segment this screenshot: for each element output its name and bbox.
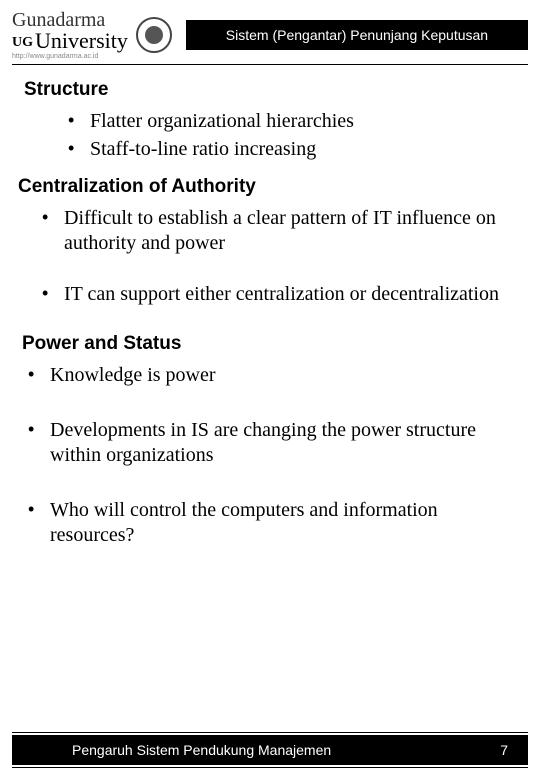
list-item: Staff-to-line ratio increasing	[68, 137, 506, 162]
university-seal-icon	[136, 17, 172, 53]
slide-title-bar: Sistem (Pengantar) Penunjang Keputusan	[186, 20, 528, 50]
section-title-centralization: Centralization of Authority	[18, 176, 506, 198]
logo-name-bottom: UGUniversity	[12, 30, 128, 52]
section-title-power: Power and Status	[22, 333, 506, 355]
university-logo: Gunadarma UGUniversity http://www.gunada…	[12, 10, 128, 60]
list-item: Difficult to establish a clear pattern o…	[42, 206, 506, 256]
bullet-list-power: Knowledge is power Developments in IS ar…	[28, 363, 506, 548]
footer-divider-top	[12, 732, 528, 733]
list-item: Knowledge is power	[28, 363, 506, 388]
list-item: Who will control the computers and infor…	[28, 498, 506, 548]
section-title-structure: Structure	[24, 79, 506, 101]
list-item: Developments in IS are changing the powe…	[28, 418, 506, 468]
bullet-list-centralization: Difficult to establish a clear pattern o…	[42, 206, 506, 307]
logo-name-top: Gunadarma	[12, 10, 128, 30]
footer-text: Pengaruh Sistem Pendukung Manajemen	[72, 742, 331, 758]
list-item: Flatter organizational hierarchies	[68, 109, 506, 134]
slide-footer: Pengaruh Sistem Pendukung Manajemen 7	[12, 732, 528, 768]
footer-bar: Pengaruh Sistem Pendukung Manajemen 7	[12, 735, 528, 765]
page-number: 7	[500, 742, 508, 758]
logo-url: http://www.gunadarma.ac.id	[12, 53, 128, 60]
footer-divider-bottom	[12, 767, 528, 768]
bullet-list-structure: Flatter organizational hierarchies Staff…	[68, 109, 506, 162]
slide-header: Gunadarma UGUniversity http://www.gunada…	[0, 0, 540, 60]
list-item: IT can support either centralization or …	[42, 282, 506, 307]
slide-content: Structure Flatter organizational hierarc…	[0, 65, 540, 548]
